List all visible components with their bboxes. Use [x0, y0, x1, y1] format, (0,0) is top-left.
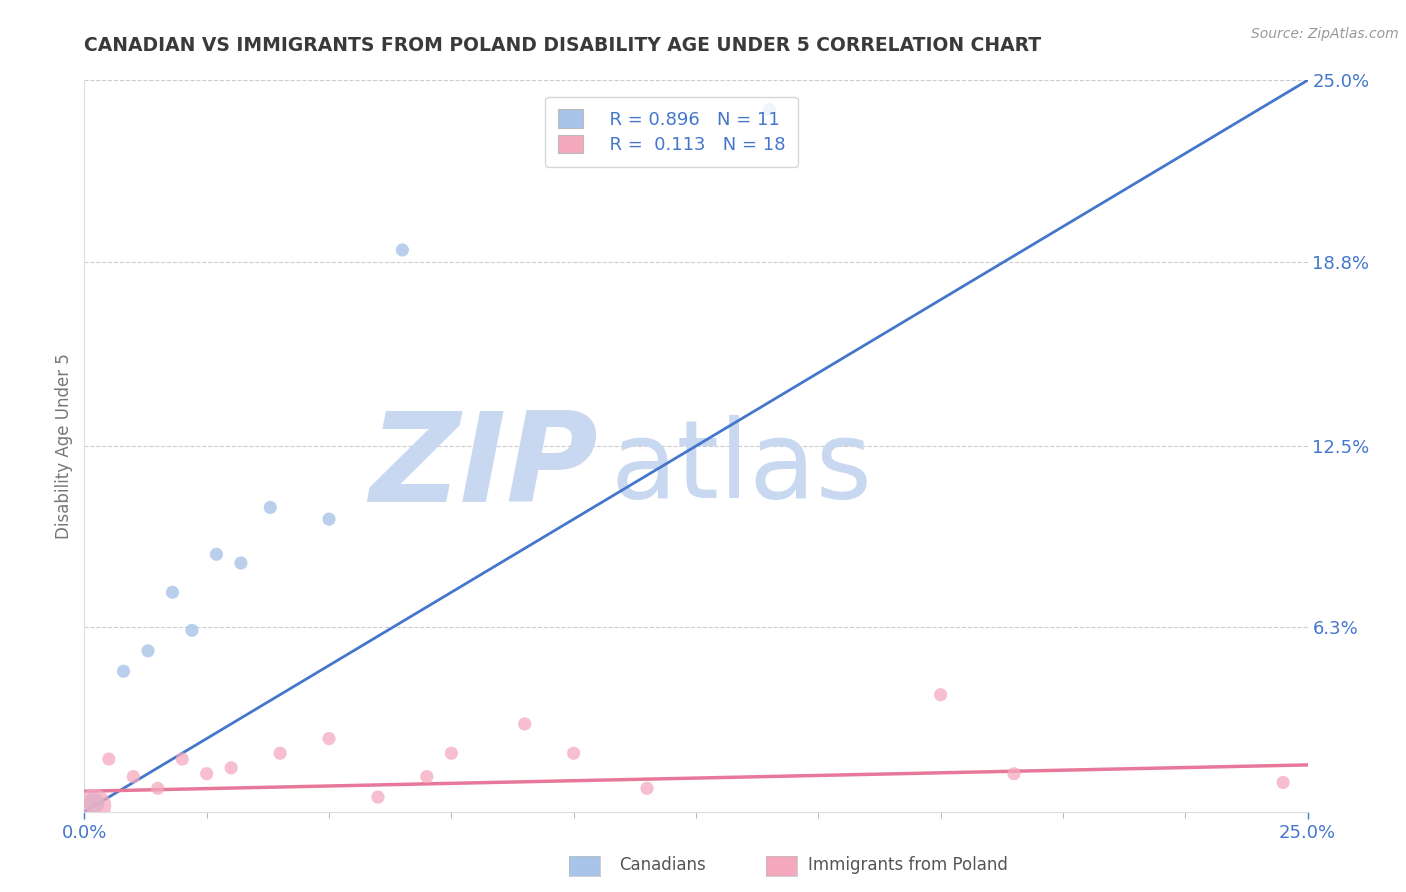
Text: Source: ZipAtlas.com: Source: ZipAtlas.com: [1251, 27, 1399, 41]
Point: [1002, 766, 1025, 780]
Point: [83, 798, 105, 813]
Point: [259, 500, 281, 515]
Point: [269, 746, 291, 760]
Y-axis label: Disability Age Under 5: Disability Age Under 5: [55, 353, 73, 539]
Point: [1272, 775, 1295, 789]
Text: CANADIAN VS IMMIGRANTS FROM POLAND DISABILITY AGE UNDER 5 CORRELATION CHART: CANADIAN VS IMMIGRANTS FROM POLAND DISAB…: [84, 36, 1042, 54]
Point: [205, 547, 228, 561]
Text: Immigrants from Poland: Immigrants from Poland: [808, 855, 1008, 873]
Point: [367, 790, 389, 805]
Point: [195, 766, 218, 780]
Point: [440, 746, 463, 760]
Point: [636, 781, 658, 796]
Point: [513, 717, 536, 731]
Legend:   R = 0.896   N = 11,   R =  0.113   N = 18: R = 0.896 N = 11, R = 0.113 N = 18: [546, 96, 797, 167]
Point: [318, 731, 340, 746]
Point: [562, 746, 585, 760]
Point: [416, 770, 439, 784]
Point: [318, 512, 340, 526]
Point: [391, 243, 413, 257]
Point: [229, 556, 252, 570]
Point: [97, 752, 120, 766]
Text: ZIP: ZIP: [370, 408, 598, 528]
Point: [162, 585, 184, 599]
Point: [112, 665, 135, 679]
Text: Canadians: Canadians: [619, 855, 706, 873]
Point: [172, 752, 194, 766]
Text: atlas: atlas: [610, 415, 872, 521]
Point: [83, 796, 105, 810]
Point: [929, 688, 952, 702]
Point: [181, 624, 204, 638]
Point: [219, 761, 242, 775]
Point: [136, 644, 159, 658]
Point: [122, 770, 145, 784]
Point: [146, 781, 169, 796]
Point: [758, 103, 780, 117]
